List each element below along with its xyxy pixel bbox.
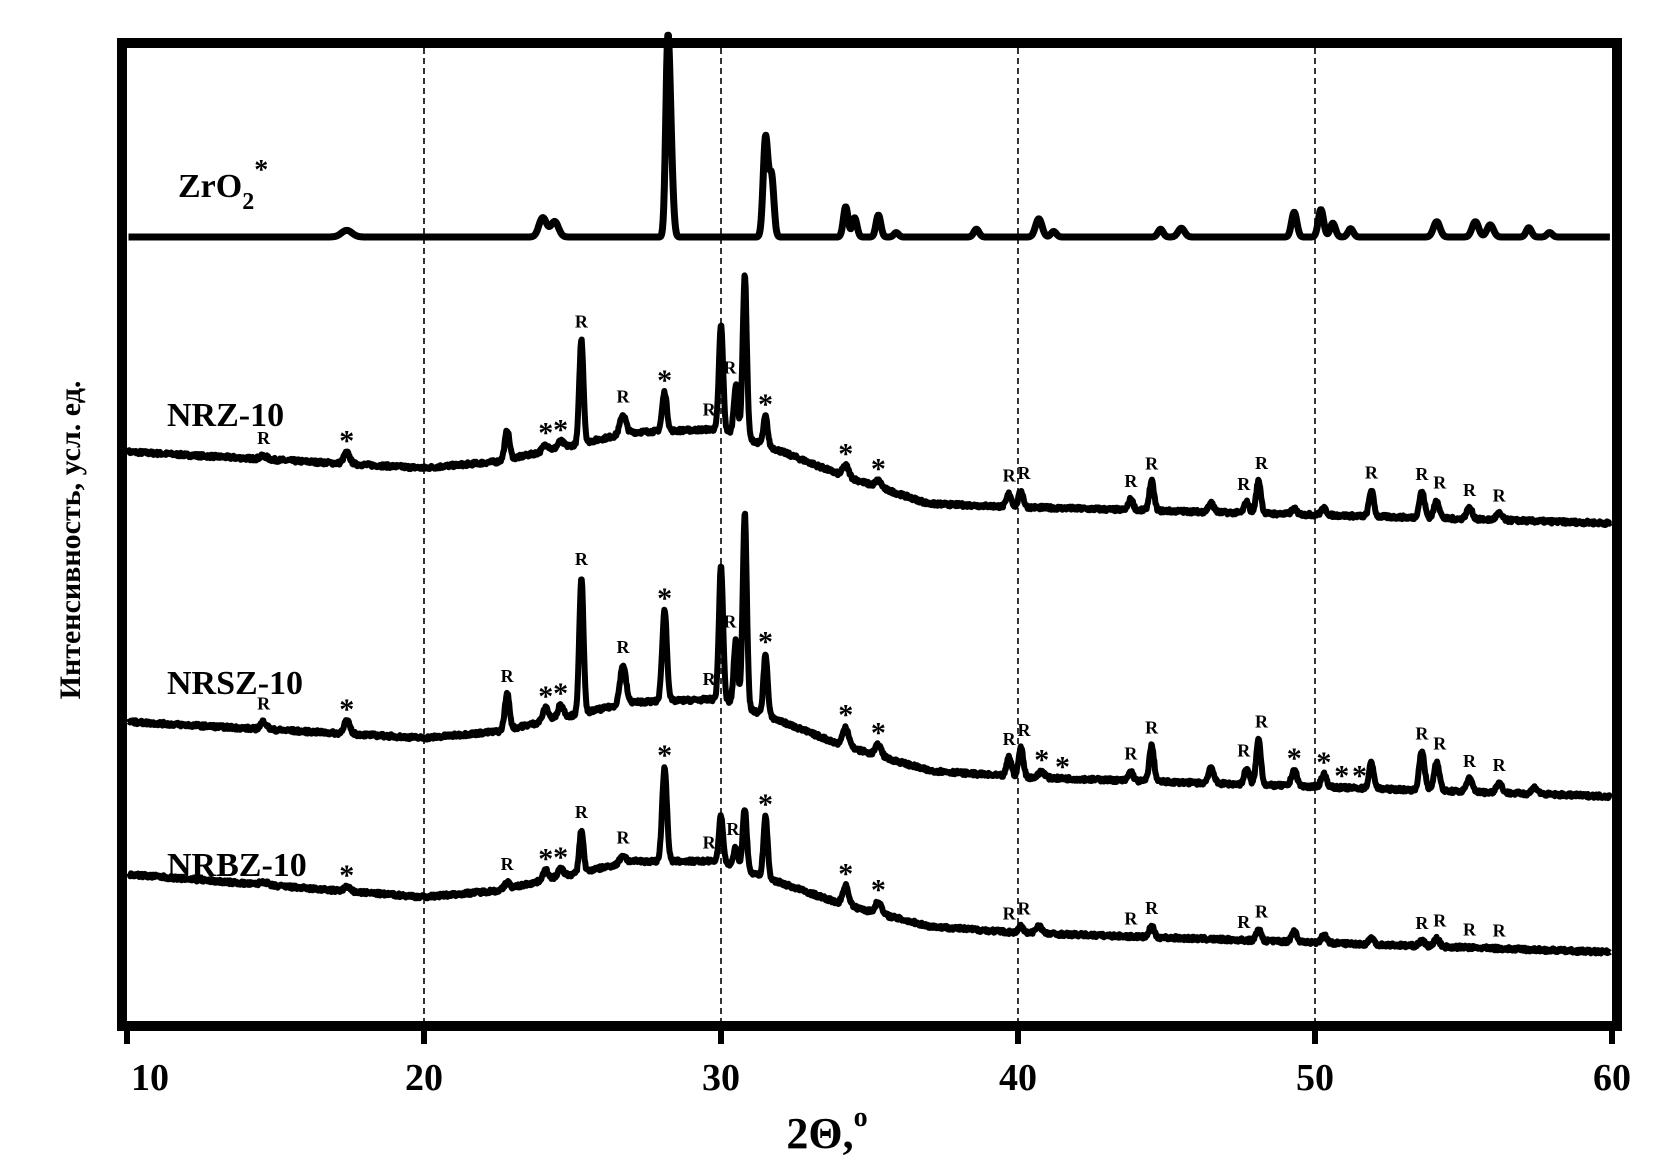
peak-marker-nrbz10-11: * bbox=[871, 874, 886, 907]
peak-marker-nrsz10-18: R bbox=[1145, 718, 1159, 738]
peak-marker-nrsz10-7: * bbox=[657, 582, 672, 615]
x-tick-label-40: 40 bbox=[999, 1057, 1037, 1099]
peak-marker-nrbz10-10: * bbox=[838, 858, 853, 891]
y-axis-title: Интенсивность, усл. ед. bbox=[54, 381, 87, 700]
peak-marker-nrsz10-16: * bbox=[1055, 750, 1070, 783]
peak-marker-nrbz10-19: R bbox=[1433, 911, 1447, 931]
series-line-zro2 bbox=[125, 31, 1613, 241]
peak-marker-nrbz10-15: R bbox=[1145, 898, 1159, 918]
peak-marker-nrsz10-11: * bbox=[838, 699, 853, 732]
peak-marker-nrbz10-21: R bbox=[1493, 920, 1507, 940]
peak-marker-nrbz10-2: * bbox=[538, 842, 553, 875]
peak-marker-nrz10-21: R bbox=[1463, 480, 1477, 500]
peak-marker-nrsz10-23: * bbox=[1334, 759, 1349, 792]
series-label-nrz10: NRZ-10 bbox=[167, 397, 284, 434]
peak-marker-nrz10-1: * bbox=[339, 425, 354, 458]
peak-marker-nrz10-0: R bbox=[257, 428, 271, 448]
peak-marker-nrz10-10: * bbox=[838, 437, 853, 470]
x-tick-label-60: 60 bbox=[1593, 1057, 1631, 1099]
peak-marker-nrsz10-25: R bbox=[1415, 723, 1429, 743]
peak-marker-nrz10-6: * bbox=[657, 364, 672, 397]
peak-marker-nrsz10-21: * bbox=[1287, 742, 1302, 775]
peak-marker-nrz10-18: R bbox=[1365, 462, 1379, 482]
peak-marker-nrsz10-6: R bbox=[616, 637, 630, 657]
peak-marker-nrz10-17: R bbox=[1255, 453, 1269, 473]
peak-marker-nrbz10-5: R bbox=[616, 827, 630, 847]
series-label-zro2: ZrO2* bbox=[178, 155, 268, 215]
peak-marker-nrsz10-0: R bbox=[257, 693, 271, 713]
peak-marker-nrbz10-3: * bbox=[553, 841, 568, 874]
series-layer bbox=[125, 31, 1613, 957]
peak-marker-nrbz10-9: * bbox=[758, 788, 773, 821]
peak-marker-nrz10-20: R bbox=[1433, 473, 1447, 493]
peak-marker-nrsz10-4: * bbox=[553, 677, 568, 710]
peak-marker-nrz10-12: R bbox=[1003, 466, 1017, 486]
x-tick-label-30: 30 bbox=[702, 1057, 740, 1099]
peak-marker-nrsz10-2: R bbox=[501, 666, 515, 686]
x-tick-label-20: 20 bbox=[405, 1057, 443, 1099]
peak-marker-nrsz10-27: R bbox=[1463, 751, 1477, 771]
peak-marker-nrz10-16: R bbox=[1237, 474, 1251, 494]
x-axis-title: 2Θ,o bbox=[786, 1102, 867, 1158]
peak-marker-nrz10-5: R bbox=[616, 387, 630, 407]
peak-marker-nrsz10-24: * bbox=[1352, 759, 1367, 792]
peak-marker-nrsz10-22: * bbox=[1316, 746, 1331, 779]
peak-marker-nrsz10-15: * bbox=[1034, 743, 1049, 776]
peak-marker-nrbz10-14: R bbox=[1124, 908, 1138, 928]
peak-marker-nrsz10-10: * bbox=[758, 626, 773, 659]
x-axis-ticks: 10 20 30 40 50 60 bbox=[124, 1026, 1631, 1099]
peak-marker-nrsz10-19: R bbox=[1237, 740, 1251, 760]
peak-marker-nrz10-9: * bbox=[758, 388, 773, 421]
peak-marker-nrsz10-8: R bbox=[703, 669, 717, 689]
peak-marker-nrbz10-8: R bbox=[726, 819, 740, 839]
peak-marker-nrbz10-0: * bbox=[339, 859, 354, 892]
peak-marker-nrz10-3: * bbox=[553, 413, 568, 446]
peak-marker-nrz10-13: R bbox=[1017, 463, 1031, 483]
peak-marker-nrsz10-5: R bbox=[575, 549, 589, 569]
peak-marker-nrbz10-18: R bbox=[1415, 913, 1429, 933]
series-label-nrsz10: NRSZ-10 bbox=[167, 665, 303, 702]
series-line-nrbz10 bbox=[126, 764, 1613, 957]
peak-marker-nrsz10-20: R bbox=[1255, 711, 1269, 731]
peak-marker-nrbz10-7: R bbox=[703, 832, 717, 852]
peak-marker-nrbz10-12: R bbox=[1003, 904, 1017, 924]
peak-marker-nrsz10-12: * bbox=[871, 717, 886, 750]
peak-marker-nrsz10-17: R bbox=[1124, 744, 1138, 764]
peak-marker-nrz10-22: R bbox=[1493, 486, 1507, 506]
peak-marker-nrbz10-1: R bbox=[501, 854, 515, 874]
peak-marker-nrz10-14: R bbox=[1124, 471, 1138, 491]
series-line-nrsz10 bbox=[125, 510, 1613, 802]
series-label-nrbz10: NRBZ-10 bbox=[167, 847, 307, 884]
peak-marker-nrbz10-13: R bbox=[1017, 898, 1031, 918]
peak-marker-nrbz10-20: R bbox=[1463, 919, 1477, 939]
series-line-nrz10 bbox=[125, 272, 1613, 528]
x-tick-label-50: 50 bbox=[1296, 1057, 1334, 1099]
peak-marker-nrz10-7: R bbox=[703, 399, 717, 419]
peak-marker-nrsz10-3: * bbox=[538, 680, 553, 713]
reference-lines bbox=[423, 48, 1316, 1021]
peak-marker-nrz10-4: R bbox=[575, 311, 589, 331]
peak-marker-nrbz10-17: R bbox=[1255, 902, 1269, 922]
peak-marker-nrz10-15: R bbox=[1145, 453, 1159, 473]
peak-marker-nrbz10-16: R bbox=[1237, 912, 1251, 932]
peak-marker-nrbz10-6: * bbox=[657, 739, 672, 772]
x-tick-label-10: 10 bbox=[131, 1057, 169, 1099]
peak-marker-nrsz10-9: R bbox=[723, 611, 737, 631]
peak-marker-nrz10-19: R bbox=[1415, 464, 1429, 484]
peak-marker-nrz10-8: R bbox=[723, 358, 737, 378]
plot-frame bbox=[117, 38, 1622, 1031]
peak-marker-nrsz10-13: R bbox=[1003, 729, 1017, 749]
peak-marker-nrbz10-4: R bbox=[575, 802, 589, 822]
peak-marker-nrsz10-26: R bbox=[1433, 733, 1447, 753]
peak-marker-nrsz10-28: R bbox=[1493, 755, 1507, 775]
peak-marker-nrsz10-14: R bbox=[1017, 720, 1031, 740]
peak-marker-nrz10-2: * bbox=[538, 417, 553, 450]
peak-marker-nrz10-11: * bbox=[871, 453, 886, 486]
peak-marker-nrsz10-1: * bbox=[339, 693, 354, 726]
